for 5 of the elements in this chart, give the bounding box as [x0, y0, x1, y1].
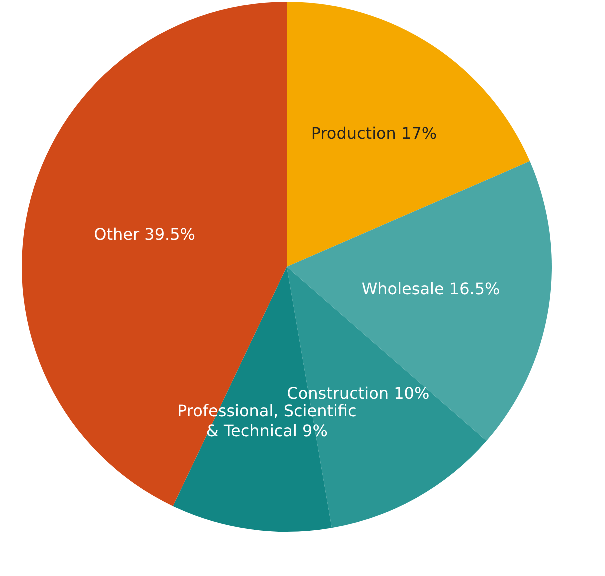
slice-label: Production 17%: [311, 124, 438, 144]
slice-label: Wholesale 16.5%: [362, 279, 500, 298]
slice-label: Other 39.5%: [94, 224, 196, 244]
slice-label: Construction 10%: [287, 384, 430, 404]
pie-slice: [287, 2, 530, 267]
